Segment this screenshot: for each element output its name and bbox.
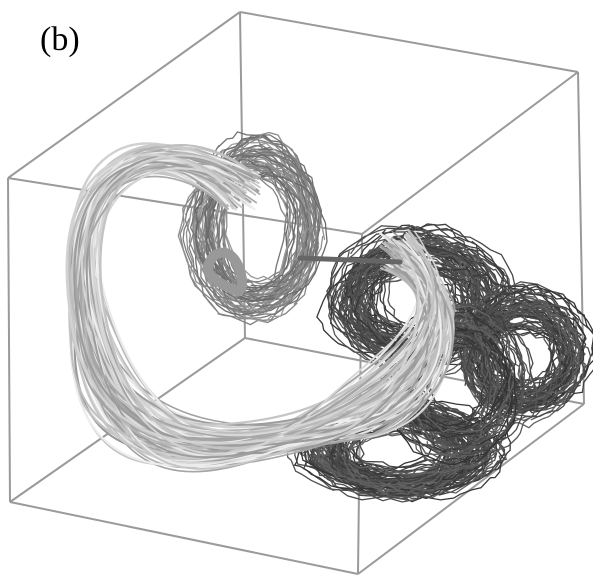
- box-edge: [362, 72, 578, 234]
- box-edge: [10, 502, 358, 574]
- figure: (b): [0, 0, 593, 578]
- streamlines: [67, 132, 593, 502]
- box-edge: [240, 12, 578, 72]
- page: (b) (() => { const data = JSON.parse(doc…: [0, 0, 593, 578]
- panel-label: (b): [40, 21, 80, 58]
- box-edge: [8, 178, 10, 502]
